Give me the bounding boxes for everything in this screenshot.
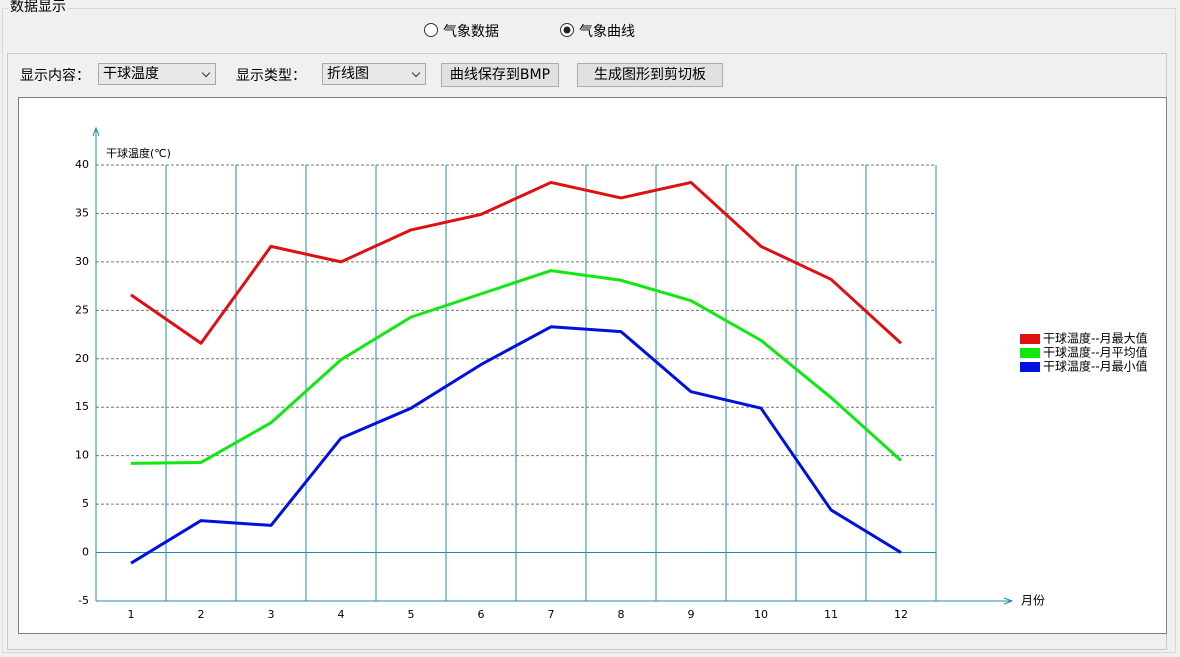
type-select[interactable]: 折线图 (322, 63, 426, 85)
radio-button[interactable] (424, 23, 438, 37)
y-tick-label: 25 (75, 303, 89, 316)
y-tick-label: 5 (82, 497, 89, 510)
y-tick-label: -5 (78, 594, 89, 607)
save-bmp-button[interactable]: 曲线保存到BMP (441, 63, 559, 87)
x-tick-label: 11 (824, 608, 838, 621)
line-series (130, 325, 902, 565)
x-tick-label: 1 (128, 608, 135, 621)
legend-swatch (1020, 348, 1040, 358)
radio-group (424, 23, 574, 37)
y-axis-arrow (92, 126, 100, 137)
y-axis-label: 干球温度(℃) (106, 146, 171, 160)
legend-label: 干球温度--月最大值 (1043, 331, 1148, 346)
x-tick-label: 2 (198, 608, 205, 621)
y-tick-label: 35 (75, 206, 89, 219)
x-tick-label: 8 (618, 608, 625, 621)
x-tick-label: 5 (408, 608, 415, 621)
y-tick-label: 10 (75, 449, 89, 462)
y-tick-label: 0 (82, 546, 89, 559)
line-series (130, 269, 903, 465)
x-tick-label: 3 (268, 608, 275, 621)
y-tick-label: 30 (75, 255, 89, 268)
x-tick-label: 7 (548, 608, 555, 621)
x-axis-arrow (1003, 597, 1014, 605)
content-label: 显示内容： (20, 68, 90, 84)
content-select[interactable]: 干球温度 (98, 63, 216, 85)
radio-dot (563, 26, 571, 34)
x-tick-label: 9 (688, 608, 695, 621)
radio-label[interactable]: 气象曲线 (579, 24, 635, 40)
x-tick-label: 6 (478, 608, 485, 621)
x-tick-label: 4 (338, 608, 345, 621)
legend-swatch (1020, 334, 1040, 344)
x-tick-label: 12 (894, 608, 908, 621)
legend-label: 干球温度--月平均值 (1043, 345, 1148, 360)
type-label: 显示类型： (236, 68, 306, 84)
radio-label[interactable]: 气象数据 (443, 24, 499, 40)
y-tick-label: 40 (75, 158, 89, 171)
legend-label: 干球温度--月最小值 (1043, 359, 1148, 374)
x-tick-label: 10 (754, 608, 768, 621)
group-box (2, 8, 1176, 653)
line-series (130, 180, 903, 345)
chart-area: -5 0 5 10 15 20 25 30 35 40 1 2 3 4 5 6 7 8 9 10 11 12 干球温度(℃)… (18, 97, 1167, 634)
group-title: 数据显示 (8, 0, 68, 15)
y-tick-label: 15 (75, 400, 89, 413)
legend-swatch (1020, 362, 1040, 372)
x-axis-label: 月份 (1021, 594, 1045, 608)
y-tick-label: 20 (75, 352, 89, 365)
copy-clipboard-button[interactable]: 生成图形到剪切板 (577, 63, 723, 87)
